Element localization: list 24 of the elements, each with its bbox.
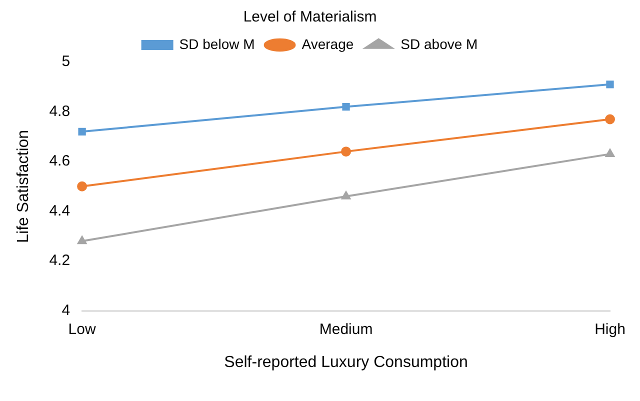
y-tick-label: 4.4: [49, 202, 70, 220]
point: [78, 128, 86, 136]
legend-label: SD above M: [400, 36, 478, 52]
y-tick-label: 4.6: [49, 152, 70, 170]
legend-label: SD below M: [179, 36, 255, 52]
legend-title: Level of Materialism: [243, 8, 377, 26]
point: [341, 146, 352, 157]
y-tick-label: 4.8: [49, 102, 70, 120]
point: [605, 114, 615, 124]
x-axis-title: Self-reported Luxury Consumption: [224, 354, 468, 371]
y-tick-label: 5: [62, 53, 70, 70]
point: [342, 191, 350, 200]
point: [606, 149, 614, 158]
y-tick-label: 4.2: [49, 252, 70, 270]
y-axis-title: Life Satisfaction: [15, 130, 32, 243]
legend-label: Average: [302, 36, 354, 52]
point: [342, 102, 350, 111]
point: [77, 181, 88, 192]
point: [78, 236, 87, 244]
point: [606, 80, 614, 88]
x-tick-label: Medium: [319, 320, 373, 338]
x-tick-label: Low: [68, 320, 96, 338]
y-tick-label: 4: [62, 302, 70, 319]
x-tick-label: High: [594, 320, 626, 338]
